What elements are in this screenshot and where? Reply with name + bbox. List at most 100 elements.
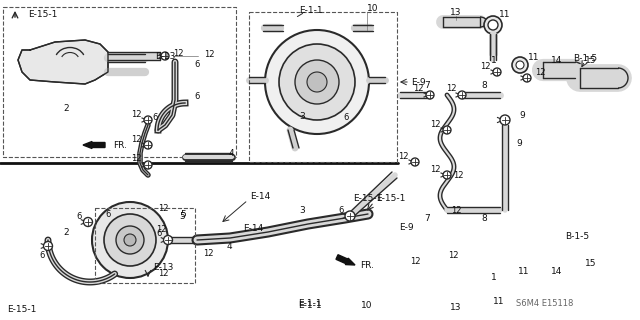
Text: 15: 15 — [585, 55, 596, 65]
Text: E-1-1: E-1-1 — [298, 300, 322, 308]
Text: 12: 12 — [451, 205, 461, 214]
Text: 6: 6 — [195, 92, 200, 100]
Circle shape — [92, 202, 168, 278]
Circle shape — [44, 242, 52, 251]
Bar — [3, 7, 236, 157]
Text: 6: 6 — [343, 113, 349, 122]
Circle shape — [144, 116, 152, 124]
Circle shape — [265, 30, 369, 134]
Text: E-9: E-9 — [411, 77, 426, 86]
Text: 13: 13 — [451, 7, 461, 17]
Circle shape — [163, 236, 173, 244]
Text: 4: 4 — [229, 148, 235, 157]
Text: 9: 9 — [516, 139, 522, 148]
Text: 6: 6 — [152, 113, 157, 122]
Text: 6: 6 — [39, 252, 45, 260]
Polygon shape — [18, 40, 108, 84]
Circle shape — [443, 126, 451, 134]
Text: 12: 12 — [447, 84, 457, 92]
Text: E-1-1: E-1-1 — [299, 5, 323, 14]
Circle shape — [493, 68, 501, 76]
Text: 6: 6 — [77, 212, 82, 220]
Text: 1: 1 — [491, 55, 497, 65]
Circle shape — [144, 141, 152, 149]
Text: 12: 12 — [410, 258, 420, 267]
Text: 14: 14 — [551, 267, 563, 276]
Text: 2: 2 — [63, 103, 69, 113]
Circle shape — [144, 161, 152, 169]
Circle shape — [516, 61, 524, 69]
Bar — [95, 208, 195, 283]
Text: 12: 12 — [399, 151, 409, 161]
Circle shape — [426, 91, 434, 99]
Text: 6: 6 — [106, 210, 111, 219]
Text: E-1-1: E-1-1 — [298, 300, 322, 309]
Text: 12: 12 — [131, 134, 142, 143]
Circle shape — [411, 158, 419, 166]
Text: 9: 9 — [519, 110, 525, 119]
Text: 6: 6 — [157, 228, 162, 237]
Text: 12: 12 — [131, 154, 142, 163]
Circle shape — [83, 218, 93, 227]
Circle shape — [161, 52, 169, 60]
Text: 12: 12 — [131, 109, 142, 118]
Text: E-15-1: E-15-1 — [28, 10, 58, 19]
Text: 10: 10 — [367, 4, 378, 12]
Circle shape — [116, 226, 144, 254]
Text: 5: 5 — [179, 212, 185, 220]
Text: FR.: FR. — [360, 260, 374, 269]
Circle shape — [295, 60, 339, 104]
Text: S6M4 E15118: S6M4 E15118 — [516, 300, 573, 308]
Text: 12: 12 — [413, 84, 424, 92]
Circle shape — [500, 115, 510, 125]
Text: 11: 11 — [528, 52, 540, 61]
Circle shape — [345, 211, 355, 221]
Text: 8: 8 — [481, 81, 487, 90]
Text: E-15-1: E-15-1 — [7, 306, 36, 315]
Circle shape — [104, 214, 156, 266]
Circle shape — [443, 171, 451, 179]
Circle shape — [124, 234, 136, 246]
Circle shape — [307, 72, 327, 92]
Text: FR.: FR. — [113, 140, 127, 149]
Text: 12: 12 — [157, 269, 168, 278]
Bar — [249, 12, 397, 162]
Text: 6: 6 — [195, 60, 200, 68]
Text: E-14: E-14 — [250, 191, 270, 201]
FancyArrow shape — [83, 141, 105, 148]
Text: 3: 3 — [299, 111, 305, 121]
Circle shape — [484, 16, 502, 34]
Text: 12: 12 — [157, 204, 168, 212]
Text: 8: 8 — [481, 213, 487, 222]
Text: 3: 3 — [299, 205, 305, 214]
Text: E-13: E-13 — [155, 52, 175, 60]
Circle shape — [512, 57, 528, 73]
Circle shape — [458, 91, 466, 99]
Text: 7: 7 — [424, 81, 430, 90]
Text: 12: 12 — [173, 49, 184, 58]
Text: E-13: E-13 — [153, 263, 173, 273]
FancyArrow shape — [336, 255, 355, 265]
Text: 12: 12 — [431, 164, 441, 173]
Text: 12: 12 — [481, 61, 491, 70]
Text: B-1-5: B-1-5 — [573, 53, 597, 62]
Circle shape — [488, 20, 498, 30]
Text: 12: 12 — [431, 119, 441, 129]
Text: 12: 12 — [203, 249, 213, 258]
Text: 12: 12 — [156, 225, 166, 234]
Text: 10: 10 — [361, 301, 372, 310]
Text: 14: 14 — [551, 55, 563, 65]
Text: 12: 12 — [452, 171, 463, 180]
Circle shape — [279, 44, 355, 120]
Text: 15: 15 — [585, 260, 596, 268]
Text: 11: 11 — [499, 10, 511, 19]
Text: 7: 7 — [424, 213, 430, 222]
Text: 1: 1 — [491, 273, 497, 282]
Text: 12: 12 — [204, 50, 214, 59]
Text: 11: 11 — [493, 298, 505, 307]
Text: 11: 11 — [518, 267, 530, 276]
Text: 13: 13 — [451, 303, 461, 313]
Text: 6: 6 — [339, 205, 344, 214]
Circle shape — [523, 74, 531, 82]
Text: E-9: E-9 — [399, 222, 413, 231]
